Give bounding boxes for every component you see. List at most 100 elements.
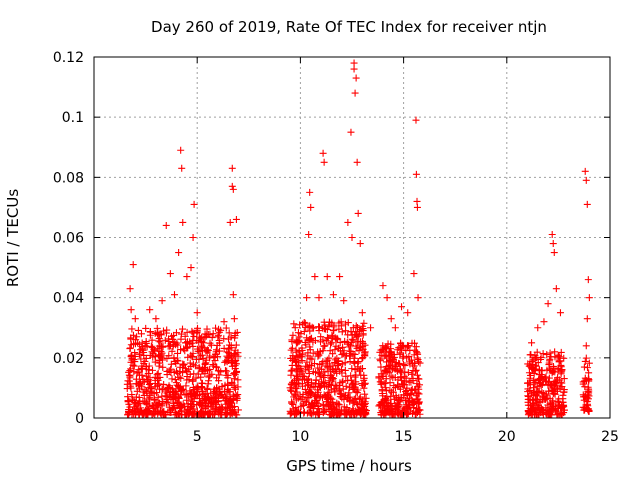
data-point xyxy=(308,362,316,370)
data-point xyxy=(560,386,568,394)
data-point xyxy=(296,367,304,375)
data-point xyxy=(544,300,552,308)
data-point xyxy=(410,403,418,411)
data-point xyxy=(404,410,412,418)
data-point xyxy=(367,324,375,332)
data-point xyxy=(546,380,554,388)
data-point xyxy=(160,380,168,388)
data-point xyxy=(583,315,591,323)
data-points xyxy=(123,59,593,419)
data-point xyxy=(156,338,164,346)
data-point xyxy=(158,349,166,357)
data-point xyxy=(352,331,360,339)
data-point xyxy=(541,395,549,403)
data-point xyxy=(179,361,187,369)
data-point xyxy=(351,366,359,374)
data-point xyxy=(305,370,313,378)
y-tick-label: 0.08 xyxy=(53,170,84,186)
data-point xyxy=(558,367,566,375)
data-point xyxy=(305,390,313,398)
data-point xyxy=(211,357,219,365)
data-point xyxy=(327,339,335,347)
data-point xyxy=(347,348,355,356)
data-point xyxy=(415,385,423,393)
data-point xyxy=(290,320,298,328)
data-point xyxy=(327,371,335,379)
data-point xyxy=(408,370,416,378)
data-point xyxy=(138,371,146,379)
data-point xyxy=(533,411,541,419)
data-point xyxy=(168,375,176,383)
data-point xyxy=(175,249,183,257)
data-point xyxy=(336,393,344,401)
data-point xyxy=(159,363,167,371)
data-point xyxy=(381,397,389,405)
data-point xyxy=(311,273,319,281)
data-point xyxy=(327,386,335,394)
data-point xyxy=(189,234,197,241)
data-point xyxy=(382,368,390,376)
data-point xyxy=(554,366,562,374)
data-point xyxy=(550,249,558,257)
data-point xyxy=(344,377,352,385)
data-point xyxy=(325,354,333,362)
data-point xyxy=(316,361,324,369)
data-point xyxy=(297,402,305,410)
data-point xyxy=(231,346,239,354)
data-point xyxy=(323,337,331,345)
data-point xyxy=(560,354,568,362)
data-point xyxy=(345,389,353,397)
data-point xyxy=(185,365,193,373)
data-point xyxy=(306,343,314,351)
data-point xyxy=(412,392,420,400)
data-point xyxy=(215,328,223,336)
data-point xyxy=(198,351,206,359)
data-point xyxy=(329,291,337,299)
data-point xyxy=(535,379,543,387)
data-point xyxy=(298,380,306,388)
data-point xyxy=(527,371,535,379)
data-point xyxy=(356,240,364,248)
data-point xyxy=(154,393,162,401)
data-point xyxy=(159,356,167,364)
data-point xyxy=(213,346,221,354)
data-point xyxy=(348,365,356,373)
data-point xyxy=(293,373,301,381)
data-point xyxy=(295,337,303,345)
x-tick-label: 20 xyxy=(498,429,516,445)
data-point xyxy=(351,373,359,381)
data-point xyxy=(177,335,185,343)
data-point xyxy=(346,352,354,360)
data-point xyxy=(146,374,154,382)
data-point xyxy=(230,315,238,323)
data-point xyxy=(130,362,138,370)
data-point xyxy=(299,372,307,380)
data-point xyxy=(153,330,161,338)
data-point xyxy=(341,366,349,374)
data-point xyxy=(187,404,195,412)
data-point xyxy=(167,394,175,402)
data-point xyxy=(385,353,393,361)
data-point xyxy=(228,164,236,172)
data-point xyxy=(299,390,307,398)
data-point xyxy=(132,380,140,388)
data-point xyxy=(585,385,593,393)
data-point xyxy=(230,409,238,417)
y-tick-label: 0.1 xyxy=(62,110,84,126)
data-point xyxy=(526,409,534,417)
data-point xyxy=(183,273,191,281)
data-point xyxy=(142,324,150,332)
data-point xyxy=(203,348,211,356)
data-point xyxy=(559,391,567,399)
data-point xyxy=(414,294,422,302)
data-point xyxy=(203,385,211,393)
data-point xyxy=(171,395,179,403)
data-point xyxy=(399,381,407,389)
data-point xyxy=(333,399,341,407)
data-point xyxy=(397,393,405,401)
data-point xyxy=(537,353,545,361)
data-point xyxy=(305,230,313,238)
data-point xyxy=(314,391,322,399)
data-point xyxy=(189,336,197,344)
data-point xyxy=(414,400,422,408)
